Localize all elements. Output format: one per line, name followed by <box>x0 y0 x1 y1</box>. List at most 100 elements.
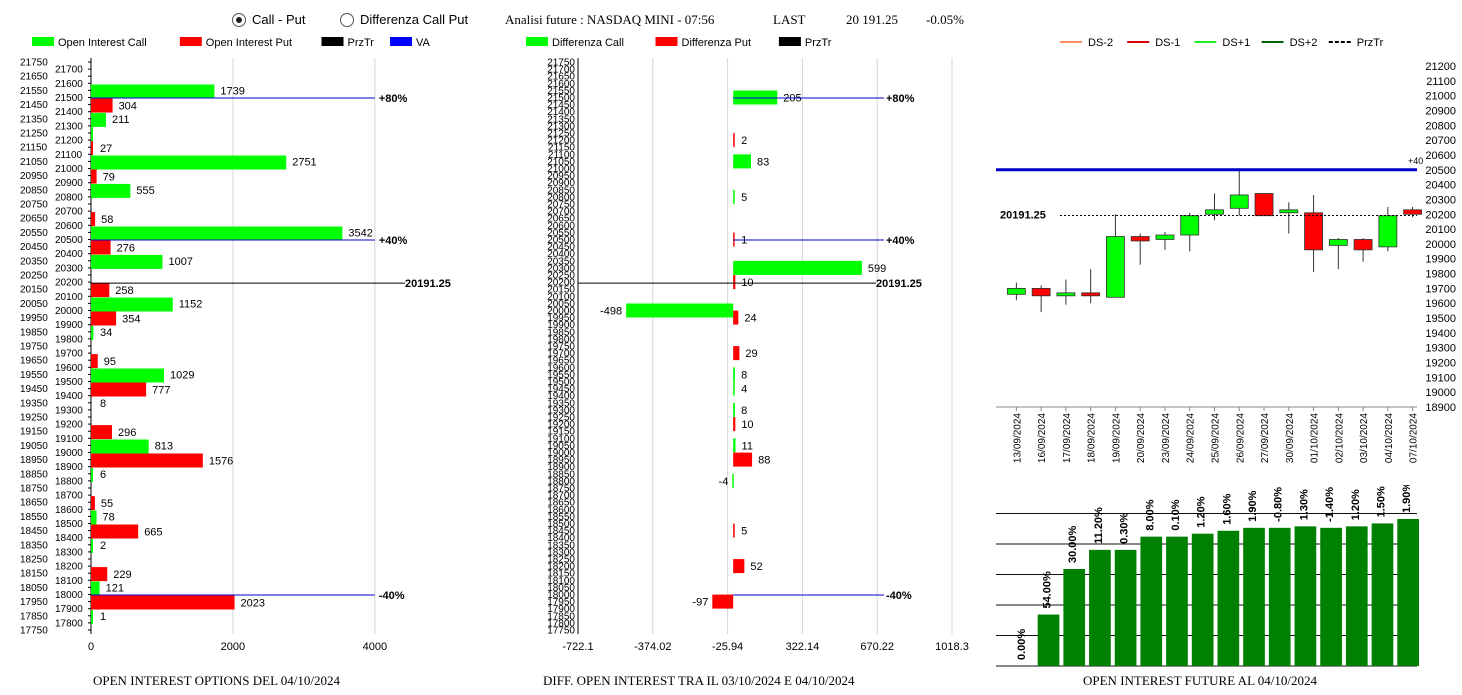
candlestick-chart: DS-2 DS-1 DS+1 DS+2 PrzTr 18900 19000 19100 1920… <box>996 37 1456 463</box>
diff-value-label: 10 <box>741 419 753 431</box>
tick-label: 21400 <box>547 107 575 118</box>
x-tick-label: 670.22 <box>860 641 894 653</box>
tick-label: 19600 <box>547 363 575 374</box>
y-tick-label: 20700 <box>1425 135 1456 147</box>
tick-label: 18800 <box>547 476 575 487</box>
future-bar-label: 30.00% <box>1067 525 1079 563</box>
tick-label: 21750 <box>547 58 575 69</box>
tick-label: 19850 <box>20 327 48 338</box>
tick-label: 18750 <box>547 484 575 495</box>
tick-label: 18550 <box>20 512 48 523</box>
tick-label: 21450 <box>547 100 575 111</box>
tick-label: 19500 <box>547 377 575 388</box>
tick-label: 21500 <box>55 93 83 104</box>
y-tick-label: 20200 <box>1425 209 1456 221</box>
tick-label: 18350 <box>20 540 48 551</box>
tick-label: 17800 <box>547 618 575 629</box>
level-label: -40% <box>886 590 912 602</box>
tick-label: 18100 <box>547 576 575 587</box>
y-tick-label: 21100 <box>1426 76 1456 88</box>
put-bar <box>91 496 95 511</box>
tick-label: 20750 <box>20 200 48 211</box>
put-bar <box>91 425 113 440</box>
tick-label: 20700 <box>55 207 83 218</box>
tick-label: 20000 <box>547 306 575 317</box>
tick-label: 19100 <box>55 434 83 445</box>
call-bar <box>91 254 163 269</box>
future-bar <box>1191 533 1214 666</box>
diff-value-label: 83 <box>757 156 769 168</box>
put-diff-bar <box>712 594 734 609</box>
candle-body <box>1378 215 1398 248</box>
x-tick-label: 03/10/2024 <box>1359 413 1370 463</box>
put-bar <box>91 354 98 369</box>
radio-unselected-icon[interactable] <box>340 12 354 27</box>
blue-level-label: +40 <box>1408 156 1423 166</box>
tick-label: 19250 <box>547 413 575 424</box>
call-diff-bar <box>733 154 752 169</box>
put-value-label: 58 <box>101 214 113 226</box>
price-label: 20191.25 <box>876 278 922 290</box>
diff-value-label: 88 <box>758 455 770 467</box>
tick-label: 19800 <box>55 334 83 345</box>
tick-label: 17900 <box>55 604 83 615</box>
tick-label: 20950 <box>547 171 575 182</box>
future-bar-label: 54.00% <box>1042 571 1054 609</box>
tick-label: 20800 <box>547 192 575 203</box>
legend-swatch <box>390 37 412 46</box>
tick-label: 21650 <box>20 72 48 83</box>
y-tick-label: 21200 <box>1425 61 1456 73</box>
x-tick-label: 17/09/2024 <box>1062 413 1073 463</box>
legend-label: PrzTr <box>348 37 375 49</box>
call-bar <box>91 609 93 624</box>
future-bar <box>1294 526 1317 666</box>
tick-label: 19200 <box>55 420 83 431</box>
tick-label: 17950 <box>547 597 575 608</box>
legend-label: VA <box>416 37 431 49</box>
tick-label: 19900 <box>55 320 83 331</box>
radio-call-put[interactable]: Call - Put <box>232 12 305 27</box>
legend-label: Differenza Call <box>552 37 624 49</box>
legend-label: DS+1 <box>1222 37 1250 49</box>
tick-label: 21350 <box>547 114 575 125</box>
candle-body <box>1130 236 1150 242</box>
tick-label: 19050 <box>20 441 48 452</box>
x-tick-label: -25.94 <box>712 641 743 653</box>
tick-label: 19500 <box>55 377 83 388</box>
tick-label: 18650 <box>547 498 575 509</box>
call-value-label: 78 <box>103 512 115 524</box>
y-tick-label: 20300 <box>1425 194 1456 206</box>
call-value-label: 1152 <box>179 299 203 311</box>
future-bar-label: 1.60% <box>1221 493 1233 524</box>
tick-label: 18700 <box>55 491 83 502</box>
x-tick-label: 0 <box>88 641 94 653</box>
tick-label: 19000 <box>55 448 83 459</box>
diff-value-label: 11 <box>742 440 753 452</box>
legend-label: Differenza Put <box>682 37 752 49</box>
x-tick-label: 25/09/2024 <box>1211 413 1222 463</box>
tick-label: 20650 <box>20 214 48 225</box>
tick-label: 19150 <box>547 427 575 438</box>
tick-label: 19050 <box>547 441 575 452</box>
put-value-label: 304 <box>119 101 137 113</box>
future-bar-label: 1.20% <box>1350 489 1362 520</box>
put-value-label: 229 <box>113 569 131 581</box>
candle-body <box>1056 292 1076 297</box>
radio-call-put-label: Call - Put <box>252 12 306 27</box>
future-bar <box>1320 527 1342 666</box>
radio-differenza[interactable]: Differenza Call Put <box>340 12 468 27</box>
tick-label: 20250 <box>20 271 48 282</box>
future-bar-label: 1.90% <box>1401 485 1413 513</box>
tick-label: 20200 <box>547 278 575 289</box>
tick-label: 18900 <box>55 462 83 473</box>
diff-oi-chart: Differenza Call Differenza Put PrzTr217502… <box>526 37 969 653</box>
tick-label: 18450 <box>20 526 48 537</box>
legend-swatch <box>321 37 344 46</box>
radio-selected-icon[interactable] <box>232 12 246 27</box>
legend-swatch <box>32 37 54 46</box>
call-bar <box>91 84 215 99</box>
legend-label: DS+2 <box>1290 37 1318 49</box>
tick-label: 17750 <box>20 626 48 637</box>
tick-label: 21000 <box>55 164 83 175</box>
put-value-label: 777 <box>152 385 170 397</box>
